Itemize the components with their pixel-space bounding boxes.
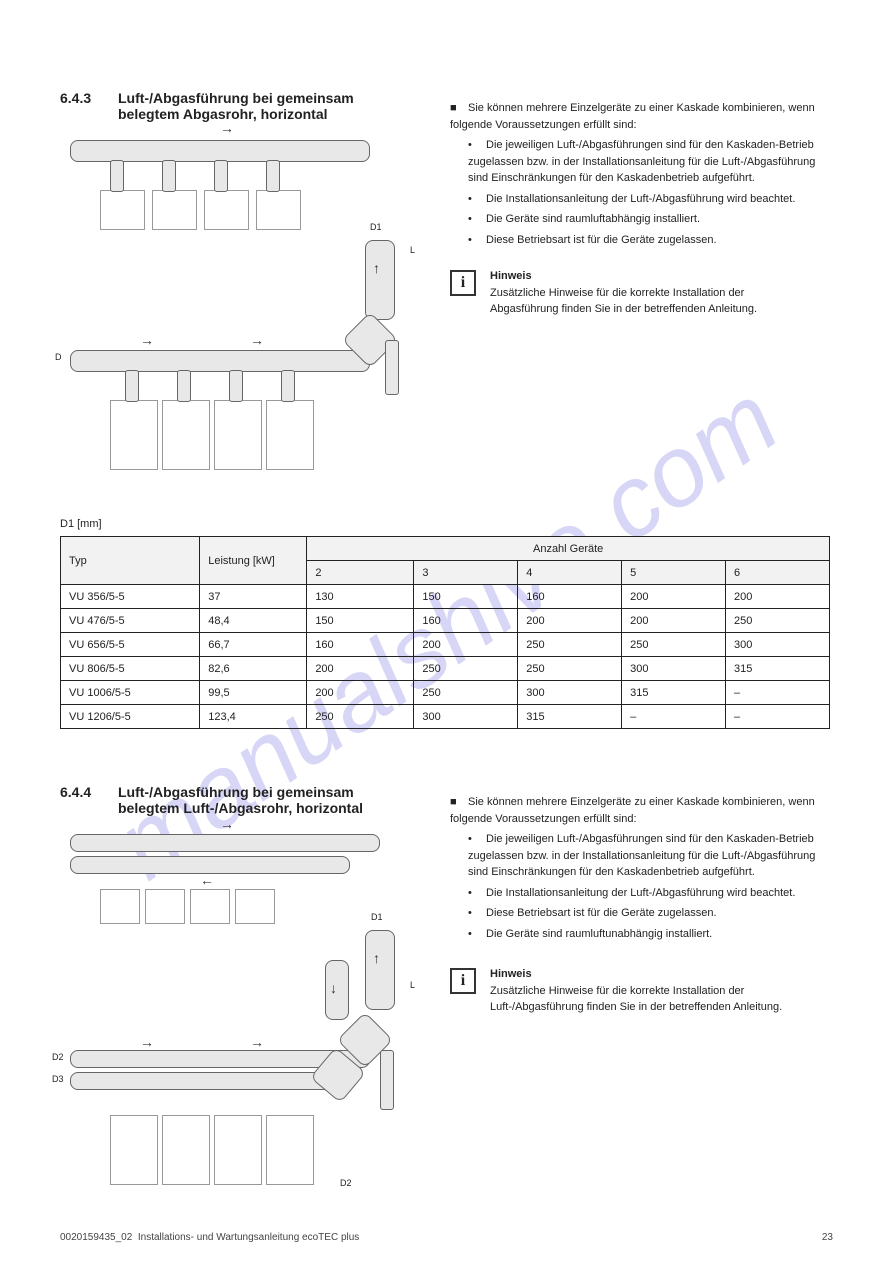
section-number-1: 6.4.3 — [60, 90, 91, 106]
table-cell: 99,5 — [200, 681, 307, 705]
bullet-1-1: Die jeweiligen Luft-/Abgasführungen sind… — [468, 137, 830, 187]
table-cell: 250 — [726, 609, 830, 633]
table-cell: 150 — [414, 585, 518, 609]
table-cell: – — [726, 681, 830, 705]
table-cell: 160 — [414, 609, 518, 633]
table-cell: VU 656/5‑5 — [61, 633, 200, 657]
table-cell: 315 — [518, 705, 622, 729]
table-cell: 200 — [414, 633, 518, 657]
section-title-1: Luft-/Abgasführung bei gemeinsam belegte… — [118, 90, 398, 122]
table-cell: 250 — [414, 657, 518, 681]
table-row: VU 356/5‑537130150160200200 — [61, 585, 830, 609]
table-row: VU 476/5‑548,4150160200200250 — [61, 609, 830, 633]
bullet-2-2: Die Installationsanleitung der Luft-/Abg… — [468, 885, 830, 902]
bullet-2-1: Die jeweiligen Luft-/Abgasführungen sind… — [468, 831, 830, 881]
note-text-1: Zusätzliche Hinweise für die korrekte In… — [490, 287, 757, 316]
bullet-lead-1: Sie können mehrere Einzelgeräte zu einer… — [450, 100, 830, 133]
table-cell: 160 — [518, 585, 622, 609]
table-cell: – — [726, 705, 830, 729]
table-cell: 300 — [726, 633, 830, 657]
table-cell: 250 — [414, 681, 518, 705]
note-2: Hinweis Zusätzliche Hinweise für die kor… — [490, 966, 790, 1016]
bullet-lead-2: Sie können mehrere Einzelgeräte zu einer… — [450, 794, 830, 827]
diagram-2-bottom: ↓ ↑ D1 L D2 D3 → → D2 — [70, 940, 410, 1200]
table-row: VU 1206/5‑5123,4250300315–– — [61, 705, 830, 729]
table-cell: 200 — [622, 585, 726, 609]
table-cell: 37 — [200, 585, 307, 609]
table-cell: 250 — [622, 633, 726, 657]
diagram-1-bottom: ↑ L D1 → → D — [70, 270, 410, 490]
th-4: 4 — [518, 561, 622, 585]
info-icon-2: i — [450, 968, 476, 994]
table-cell: 130 — [307, 585, 414, 609]
table-cell: 300 — [414, 705, 518, 729]
bullet-2-4: Die Geräte sind raumluftunabhängig insta… — [468, 926, 830, 943]
bullet-1-4: Diese Betriebsart ist für die Geräte zug… — [468, 232, 830, 249]
bullet-2-3: Diese Betriebsart ist für die Geräte zug… — [468, 905, 830, 922]
table-cell: 200 — [307, 657, 414, 681]
table-cell: 82,6 — [200, 657, 307, 681]
th-6: 6 — [726, 561, 830, 585]
table-cell: VU 806/5‑5 — [61, 657, 200, 681]
th-3: 3 — [414, 561, 518, 585]
table-cell: 66,7 — [200, 633, 307, 657]
footer-page: 23 — [822, 1232, 833, 1243]
section-number-2: 6.4.4 — [60, 784, 91, 800]
table-cell: 300 — [622, 657, 726, 681]
table-cell: – — [622, 705, 726, 729]
bullet-list-1: Sie können mehrere Einzelgeräte zu einer… — [450, 100, 830, 252]
note-1: Hinweis Zusätzliche Hinweise für die kor… — [490, 268, 790, 318]
table-cell: 200 — [622, 609, 726, 633]
table-cell: 150 — [307, 609, 414, 633]
th-2: 2 — [307, 561, 414, 585]
th-power: Leistung [kW] — [200, 537, 307, 585]
th-type: Typ — [61, 537, 200, 585]
diagram-2-top: → ← — [70, 834, 390, 934]
table-row: VU 806/5‑582,6200250250300315 — [61, 657, 830, 681]
bullet-1-2: Die Installationsanleitung der Luft-/Abg… — [468, 191, 830, 208]
th-count: Anzahl Geräte — [307, 537, 830, 561]
table-cell: 200 — [726, 585, 830, 609]
note-text-2: Zusätzliche Hinweise für die korrekte In… — [490, 985, 782, 1014]
table-cell: 200 — [518, 609, 622, 633]
info-icon-1: i — [450, 270, 476, 296]
note-heading-2: Hinweis — [490, 968, 532, 980]
bullet-1-3: Die Geräte sind raumluftabhängig install… — [468, 211, 830, 228]
table-cell: VU 476/5‑5 — [61, 609, 200, 633]
bullet-list-2: Sie können mehrere Einzelgeräte zu einer… — [450, 794, 830, 946]
table-caption-1: D1 [mm] — [60, 518, 102, 530]
table-cell: 200 — [307, 681, 414, 705]
cascade-table: Typ Leistung [kW] Anzahl Geräte 2 3 4 5 … — [60, 536, 830, 729]
table-cell: 300 — [518, 681, 622, 705]
table-cell: VU 1006/5‑5 — [61, 681, 200, 705]
section-title-2: Luft-/Abgasführung bei gemeinsam belegte… — [118, 784, 398, 816]
table-cell: 250 — [307, 705, 414, 729]
table-row: VU 656/5‑566,7160200250250300 — [61, 633, 830, 657]
table-cell: 315 — [622, 681, 726, 705]
footer-ref: 0020159435_02 Installations- und Wartung… — [60, 1232, 359, 1243]
table-cell: 315 — [726, 657, 830, 681]
note-heading-1: Hinweis — [490, 270, 532, 282]
table-cell: VU 356/5‑5 — [61, 585, 200, 609]
table-cell: 123,4 — [200, 705, 307, 729]
table-cell: VU 1206/5‑5 — [61, 705, 200, 729]
table-cell: 250 — [518, 633, 622, 657]
table-cell: 250 — [518, 657, 622, 681]
table-cell: 48,4 — [200, 609, 307, 633]
th-5: 5 — [622, 561, 726, 585]
table-row: VU 1006/5‑599,5200250300315– — [61, 681, 830, 705]
table-cell: 160 — [307, 633, 414, 657]
diagram-1-top: → — [70, 140, 370, 240]
